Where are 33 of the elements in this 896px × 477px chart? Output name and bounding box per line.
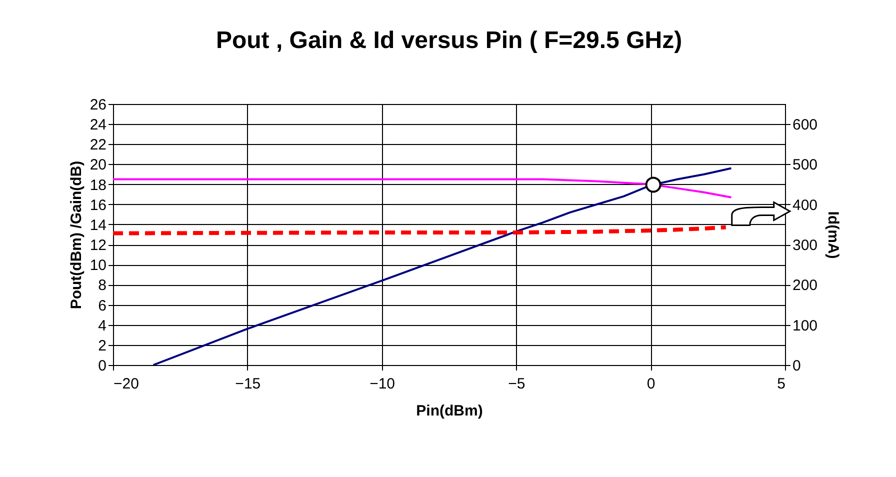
y2-tick-label: 600: [792, 116, 818, 134]
y-tick-label: 12: [90, 237, 106, 254]
x-tick-label: −5: [508, 376, 526, 392]
y-tick-label: 6: [98, 297, 106, 314]
y-tick-label: 0: [98, 358, 106, 374]
y-tick-label: 22: [90, 136, 106, 154]
y-tick-label: 8: [98, 277, 106, 294]
y-tick-label: 4: [98, 317, 106, 334]
y2-tick-label: 200: [792, 277, 818, 294]
y-axis-title: Pout(dBm) /Gain(dB): [68, 160, 85, 310]
x-axis-title: Pin(dBm): [416, 402, 483, 420]
y-tick-label: 20: [90, 156, 106, 174]
x-tick-label: −10: [370, 376, 396, 392]
x-tick-label: 0: [646, 376, 656, 392]
y-tick-label: 24: [90, 116, 106, 134]
line-series: [152, 167, 732, 365]
y2-tick-label: 300: [792, 237, 818, 254]
y2-tick-label: 100: [792, 317, 818, 334]
y-tick-label: 16: [90, 196, 106, 214]
y-tick-label: 18: [90, 176, 106, 194]
x-tick-label: 5: [777, 376, 786, 392]
line-series: [113, 225, 728, 236]
y2-tick-label: 0: [792, 358, 801, 374]
chart-title: Pout , Gain & Id versus Pin ( F=29.5 GHz): [216, 27, 682, 54]
y2-tick-label: 400: [792, 196, 818, 214]
x-tick-label: −15: [235, 376, 261, 392]
y2-tick-label: 500: [792, 156, 818, 174]
x-tick-label: −20: [114, 376, 139, 392]
y-tick-label: 26: [90, 96, 106, 114]
y-tick-label: 14: [90, 216, 106, 234]
y-tick-label: 10: [90, 257, 106, 274]
y-tick-label: 2: [98, 337, 106, 354]
y2-axis-title: Id(mA): [824, 211, 842, 259]
